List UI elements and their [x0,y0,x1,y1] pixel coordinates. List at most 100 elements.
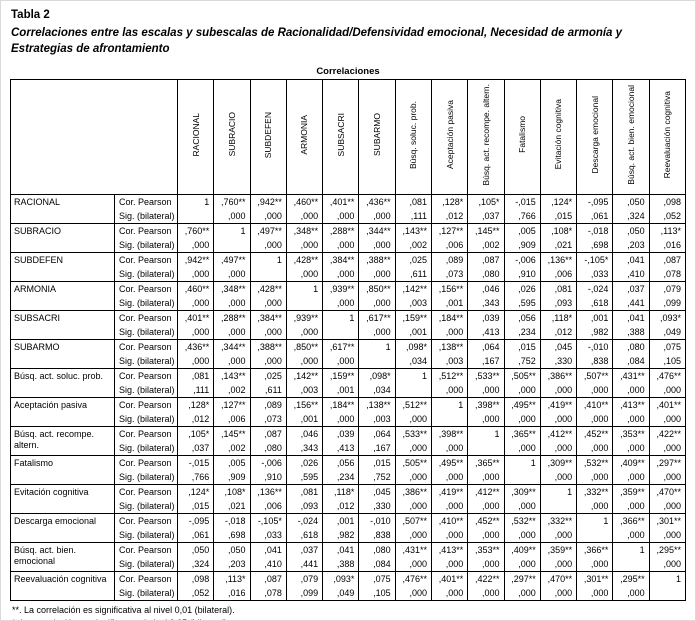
pearson-value-cell: ,156** [285,397,324,413]
sig-value-cell: ,000 [285,209,324,224]
sig-value-cell: ,037 [176,441,215,456]
pearson-value-cell: ,056 [503,310,541,326]
pearson-value-cell: ,087 [249,571,287,587]
sig-value-cell: ,698 [576,238,614,253]
sig-value-cell: ,000 [213,354,251,369]
stat-label-sig: Sig. (bilateral) [114,586,178,601]
pearson-value-cell: 1 [176,194,215,210]
pearson-value-cell: ,015 [503,339,541,355]
sig-value-cell: ,000 [576,499,614,514]
sig-value-cell: ,611 [394,267,432,282]
pearson-value-cell: ,041 [612,310,650,326]
stat-label-pearson: Cor. Pearson [114,426,178,442]
column-header-label: SUBDEFEN [263,111,274,158]
pearson-value-cell: -,105* [249,513,287,529]
pearson-value-cell: ,412** [539,426,578,442]
sig-value-cell: ,006 [539,267,578,282]
sig-value-cell: ,000 [176,325,215,340]
pearson-value-cell: 1 [249,252,287,268]
sig-value-cell: ,000 [322,296,360,311]
corner-cell [10,79,178,196]
pearson-value-cell: ,005 [213,455,251,471]
pearson-value-cell: ,079 [285,571,324,587]
sig-value-cell [176,209,215,224]
row-label: Búsq. act. bien. emocional [10,542,115,572]
pearson-value-cell: ,142** [394,281,432,297]
pearson-value-cell: -,095 [576,194,614,210]
pearson-value-cell: ,098* [394,339,432,355]
column-header-label: Búsq. act. bien. emocional [626,84,637,185]
sig-value-cell: ,000 [322,412,360,427]
sig-value-cell: ,000 [503,528,541,543]
sig-value-cell: ,021 [213,499,251,514]
sig-value-cell: ,037 [467,209,505,224]
row-label: Aceptación pasiva [10,397,115,427]
column-header-label: RACIONAL [190,112,201,157]
pearson-value-cell: ,098 [648,194,687,210]
sig-value-cell: ,000 [285,267,324,282]
pearson-value-cell: ,081 [285,484,324,500]
pearson-value-cell: ,136** [539,252,578,268]
pearson-value-cell: -,010 [576,339,614,355]
sig-value-cell: ,000 [612,528,650,543]
sig-value-cell [285,296,324,311]
sig-value-cell: ,001 [285,412,324,427]
pearson-value-cell: -,006 [249,455,287,471]
sig-value-cell: ,084 [612,354,650,369]
sig-value-cell: ,441 [612,296,650,311]
sig-value-cell: ,618 [285,528,324,543]
sig-value-cell: ,099 [285,586,324,601]
pearson-value-cell: ,942** [249,194,287,210]
pearson-value-cell: ,087 [467,252,505,268]
sig-value-cell: ,388 [612,325,650,340]
sig-value-cell: ,006 [213,412,251,427]
sig-value-cell: ,000 [176,267,215,282]
sig-value-cell [213,238,251,253]
correlation-table: RACIONAL SUBRACIO SUBDEFEN ARMONIA SUBSACRI S… [10,79,687,602]
sig-value-cell: ,093 [539,296,578,311]
sig-value-cell: ,000 [213,209,251,224]
pearson-value-cell: ,041 [612,252,650,268]
sig-value-cell: ,000 [322,354,360,369]
sig-value-cell: ,015 [539,209,578,224]
pearson-value-cell: ,301** [648,513,687,529]
pearson-value-cell: -,105* [576,252,614,268]
pearson-value-cell: ,046 [467,281,505,297]
pearson-value-cell: ,422** [648,426,687,442]
pearson-value-cell: ,159** [394,310,432,326]
pearson-value-cell: ,050 [213,542,251,558]
pearson-value-cell: ,026 [285,455,324,471]
sig-value-cell: ,073 [249,412,287,427]
pearson-value-cell: ,081 [394,194,432,210]
stat-label-sig: Sig. (bilateral) [114,325,178,340]
column-header-label: Aceptación pasiva [444,100,455,170]
sig-value-cell: ,000 [576,586,614,601]
sig-value-cell: ,000 [503,499,541,514]
sig-value-cell: ,000 [176,238,215,253]
sig-value-cell: ,000 [394,557,432,572]
sig-value-cell: ,330 [539,354,578,369]
sig-value-cell: ,203 [612,238,650,253]
sig-value-cell: ,698 [213,528,251,543]
pearson-value-cell: ,105* [176,426,215,442]
pearson-value-cell: 1 [358,339,396,355]
pearson-value-cell: -,018 [213,513,251,529]
stat-label-sig: Sig. (bilateral) [114,267,178,282]
sig-value-cell: ,000 [430,499,469,514]
pearson-value-cell: ,089 [430,252,469,268]
sig-value-cell: ,080 [467,267,505,282]
sig-value-cell: ,000 [358,296,396,311]
stat-label-pearson: Cor. Pearson [114,368,178,384]
sig-value-cell: ,003 [394,296,432,311]
table-footnotes: **. La correlación es significativa al n… [12,604,686,620]
pearson-value-cell: ,301** [576,571,614,587]
pearson-value-cell: ,505** [503,368,541,384]
column-header-label: SUBSACRI [335,112,346,157]
column-header-label: SUBRACIO [226,112,237,157]
pearson-value-cell: ,460** [176,281,215,297]
sig-value-cell: ,003 [430,354,469,369]
stat-label-pearson: Cor. Pearson [114,339,178,355]
pearson-value-cell: ,098 [176,571,215,587]
sig-value-cell: ,982 [322,528,360,543]
pearson-value-cell: ,410** [576,397,614,413]
